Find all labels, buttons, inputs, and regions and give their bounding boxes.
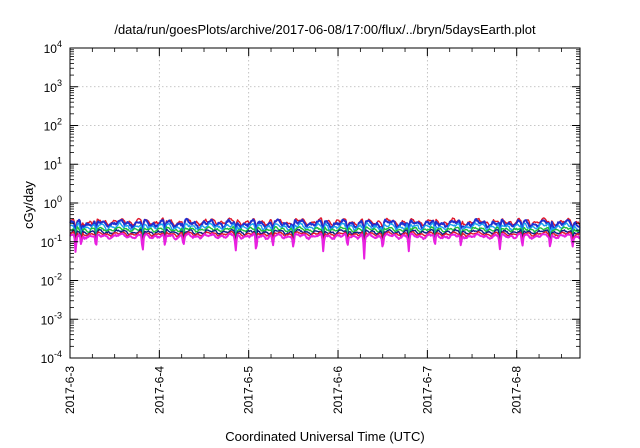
y-tick-label: 10-2: [41, 272, 62, 289]
y-tick-label: 10-1: [41, 233, 62, 250]
series-line: [69, 221, 581, 242]
y-axis-label: cGy/day: [21, 181, 36, 229]
series-line: [69, 225, 581, 245]
y-tick-label: 10-4: [41, 349, 62, 366]
x-tick-label: 2017-6-5: [242, 366, 256, 414]
x-tick-label: 2017-6-7: [420, 366, 434, 414]
series-lines: [69, 217, 581, 260]
x-tick-labels: 2017-6-3 2017-6-4 2017-6-5 2017-6-6 2017-6-7…: [63, 366, 524, 414]
x-tick-label: 2017-6-4: [152, 366, 166, 414]
x-tick-label: 2017-6-3: [63, 366, 77, 414]
y-tick-label: 103: [44, 78, 62, 95]
grid-lines: [70, 48, 580, 358]
axis-ticks: [69, 47, 580, 359]
series-line: [69, 232, 581, 260]
y-tick-label: 102: [44, 117, 62, 134]
series-line: [69, 230, 581, 250]
y-tick-label: 100: [44, 194, 62, 211]
series-line: [69, 218, 581, 238]
x-tick-label: 2017-6-6: [331, 366, 345, 414]
chart-title: /data/run/goesPlots/archive/2017-06-08/1…: [114, 22, 536, 37]
y-tick-label: 10-3: [41, 310, 62, 327]
x-tick-label: 2017-6-8: [510, 366, 524, 414]
y-tick-label: 104: [44, 39, 62, 56]
x-axis-label: Coordinated Universal Time (UTC): [225, 429, 424, 444]
y-tick-labels: 10-4 10-3 10-2 10-1 100 101 102 103 104: [41, 39, 62, 366]
y-tick-label: 101: [44, 155, 62, 172]
